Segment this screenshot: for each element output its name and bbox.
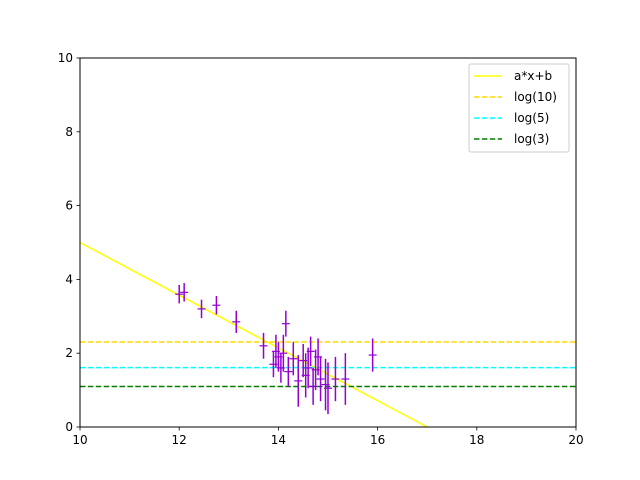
x-tick-label: 16 <box>370 433 385 447</box>
data-point <box>175 284 184 304</box>
data-point <box>259 332 268 359</box>
data-point <box>284 356 293 387</box>
data-point <box>316 356 325 402</box>
y-tick-label: 6 <box>65 199 73 213</box>
legend-label: log(5) <box>514 111 549 125</box>
data-point <box>341 353 350 405</box>
y-axis: 0 2 4 6 8 10 <box>58 51 80 434</box>
x-tick-label: 18 <box>469 433 484 447</box>
x-tick-label: 14 <box>271 433 286 447</box>
data-point <box>180 283 189 302</box>
x-tick-label: 10 <box>72 433 87 447</box>
y-tick-label: 0 <box>65 420 73 434</box>
plot-frame <box>79 57 577 428</box>
y-tick-label: 2 <box>65 346 73 360</box>
data-point <box>294 355 303 407</box>
legend-label: log(10) <box>514 90 557 104</box>
x-axis: 10 12 14 16 18 20 <box>72 427 584 447</box>
data-point <box>279 334 288 372</box>
data-point <box>289 342 298 376</box>
data-point <box>324 362 332 415</box>
series-line <box>80 241 428 427</box>
data-point <box>197 299 206 319</box>
data-point <box>281 310 290 337</box>
data-point <box>368 338 377 372</box>
y-tick-label: 10 <box>58 51 73 65</box>
y-tick-label: 8 <box>65 125 73 139</box>
points-layer <box>175 283 377 415</box>
x-tick-label: 12 <box>172 433 187 447</box>
y-tick-label: 4 <box>65 272 73 286</box>
data-point <box>304 347 313 389</box>
x-tick-label: 20 <box>568 433 583 447</box>
legend-label: a*x+b <box>514 69 552 83</box>
legend: a*x+b log(10) log(5) log(3) <box>468 63 570 153</box>
data-point <box>331 356 340 402</box>
legend-box <box>468 63 570 153</box>
legend-label: log(3) <box>514 132 549 146</box>
data-point <box>306 336 315 367</box>
data-point <box>212 296 221 315</box>
data-point <box>232 310 241 333</box>
